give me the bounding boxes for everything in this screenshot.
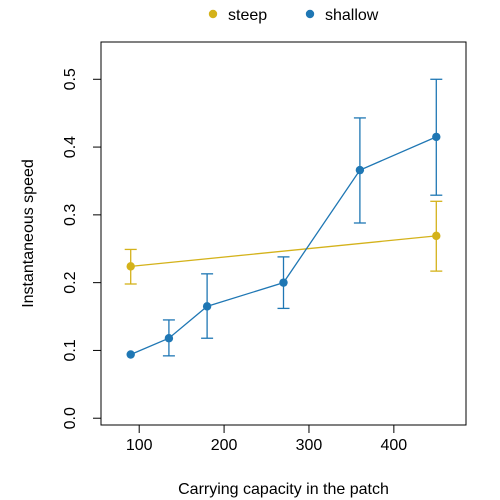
data-point [432,231,441,241]
x-axis-title: Carrying capacity in the patch [178,481,389,498]
y-tick-label: 0.5 [62,68,79,90]
legend-marker-steep [208,9,218,19]
series-line [130,235,437,268]
y-tick-label: 0.0 [62,407,79,429]
series-line [130,136,437,356]
data-point [432,132,441,142]
data-point [126,350,135,359]
legend-label-shallow: shallow [325,7,379,24]
series-steep [124,200,443,285]
x-tick-label: 400 [380,437,407,454]
data-point [164,334,174,343]
legend-label-steep: steep [228,7,267,24]
x-tick-label: 200 [211,437,238,454]
series-layer [124,78,443,359]
x-tick-label: 300 [296,437,323,454]
y-tick-label: 0.3 [62,204,79,226]
y-tick-label: 0.2 [62,271,79,293]
plot-frame [100,41,467,426]
y-tick-label: 0.4 [62,136,79,158]
y-tick-label: 0.1 [62,339,79,361]
data-point [279,278,288,287]
data-point [202,302,212,311]
y-axis: 0.0 0.1 0.2 0.3 0.4 0.5 [62,68,101,429]
data-point [126,262,135,271]
legend: steep shallow [208,7,379,24]
x-axis: 100 200 300 400 [126,425,407,454]
legend-marker-shallow [305,9,315,19]
data-point [355,165,365,175]
series-shallow [126,78,443,359]
x-tick-label: 100 [126,437,153,454]
y-axis-title: Instantaneous speed [20,159,37,308]
